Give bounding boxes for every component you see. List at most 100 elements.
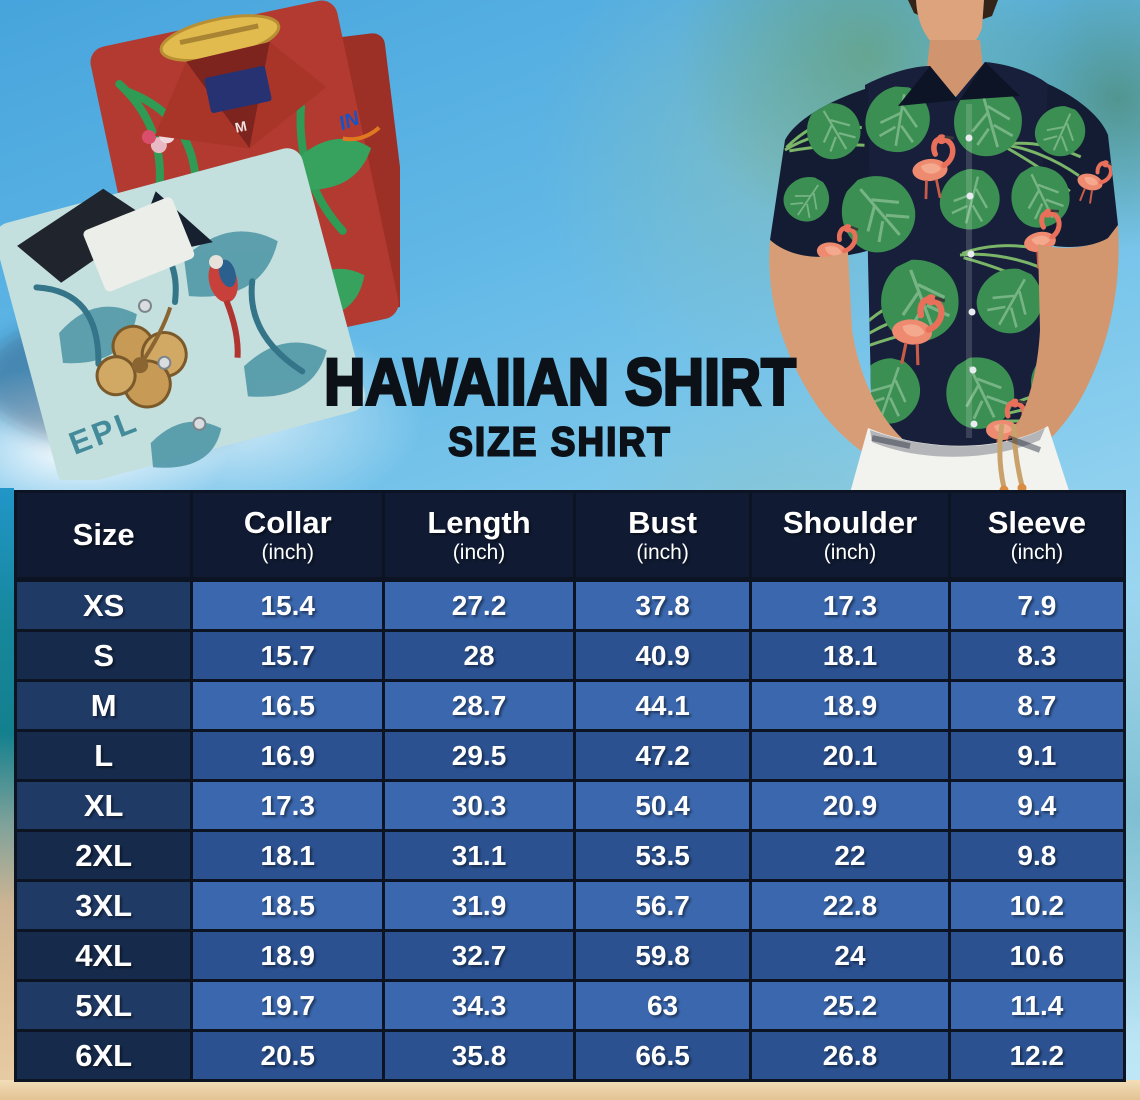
size-label: XS [13,577,194,633]
navy-neck-label [204,65,272,113]
red-shirt-lapel-left [154,61,250,149]
value-cell: 16.5 [190,679,386,733]
table-row-4xl: 4XL 18.9 32.7 59.8 24 10.6 [13,929,1127,983]
table-row-5xl: 5XL 19.7 34.3 63 25.2 11.4 [13,979,1127,1032]
shirt-buttons [965,134,978,428]
value-cell: 47.2 [572,729,753,783]
table-row-l: L 16.9 29.5 47.2 20.1 9.1 [13,729,1127,783]
size-label: 5XL [13,979,194,1032]
value-cell: 9.1 [947,729,1127,783]
value-cell: 18.1 [749,629,951,683]
value-cell: 40.9 [572,629,753,683]
value-cell: 63 [572,979,753,1032]
value-cell: 15.4 [190,577,386,633]
collar-right [960,62,1020,100]
value-cell: 10.6 [947,929,1127,983]
chest-pocket [83,197,195,292]
table-row-m: M 16.5 28.7 44.1 18.9 8.7 [13,679,1127,733]
value-cell: 28.7 [382,679,576,733]
value-cell: 16.9 [190,729,386,783]
pocket-opening-right [1006,435,1042,453]
col-header-sleeve: Sleeve (inch) [947,490,1127,582]
value-cell: 30.3 [382,779,576,833]
left-edge-beach-blur [0,488,14,1100]
value-cell: 8.7 [947,679,1127,733]
value-cell: 50.4 [572,779,753,833]
value-cell: 31.1 [382,829,576,883]
value-cell: 31.9 [382,879,576,933]
value-cell: 8.3 [947,629,1127,683]
value-cell: 27.2 [382,577,576,633]
value-cell: 20.1 [749,729,951,783]
value-cell: 56.7 [572,879,753,933]
size-label: 2XL [13,829,194,883]
title-block: HAWAIIAN SHIRT SIZE SHIRT [300,344,820,465]
value-cell: 35.8 [382,1029,576,1082]
table-row-xs: XS 15.4 27.2 37.8 17.3 7.9 [13,577,1127,633]
value-cell: 18.1 [190,829,386,883]
model-photo [769,0,1119,500]
size-label: S [13,629,194,683]
value-cell: 18.5 [190,879,386,933]
sand-strip [0,1080,1140,1100]
value-cell: 17.3 [749,577,951,633]
size-label: 4XL [13,929,194,983]
value-cell: 66.5 [572,1029,753,1082]
size-label: 6XL [13,1029,194,1082]
value-cell: 20.9 [749,779,951,833]
size-table: Size Collar (inch) Length (inch) Bust (i… [13,490,1127,1082]
size-label: L [13,729,194,783]
value-cell: 32.7 [382,929,576,983]
folded-shirts-photo: M IN [0,0,400,480]
col-header-length: Length (inch) [382,490,576,582]
tan-hibiscus-flower [95,306,188,409]
size-tag: M [233,118,248,136]
table-row-6xl: 6XL 20.5 35.8 66.5 26.8 12.2 [13,1029,1127,1082]
value-cell: 19.7 [190,979,386,1032]
table-row-xl: XL 17.3 30.3 50.4 20.9 9.4 [13,779,1127,833]
value-cell: 26.8 [749,1029,951,1082]
parrot-print [208,254,241,358]
col-header-bust: Bust (inch) [572,490,753,582]
value-cell: 17.3 [190,779,386,833]
white-pants [848,423,1072,500]
red-shirt-lapel-right [249,41,327,149]
value-cell: 18.9 [190,929,386,983]
col-header-size: Size [13,490,194,582]
col-header-shoulder: Shoulder (inch) [749,490,951,582]
value-cell: 9.8 [947,829,1127,883]
value-cell: 7.9 [947,577,1127,633]
size-label: 3XL [13,879,194,933]
value-cell: 24 [749,929,951,983]
model-left-arm [769,240,908,458]
table-row-s: S 15.7 28 40.9 18.1 8.3 [13,629,1127,683]
value-cell: 25.2 [749,979,951,1032]
collar-left [898,66,958,106]
value-cell: 28 [382,629,576,683]
model-right-arm [1010,225,1119,450]
value-cell: 44.1 [572,679,753,733]
drawstring [997,423,1025,489]
page-subtitle: SIZE SHIRT [447,418,672,465]
pocket-opening-left [871,435,911,449]
value-cell: 29.5 [382,729,576,783]
button-placket [966,104,972,438]
value-cell: 22.8 [749,879,951,933]
value-cell: 20.5 [190,1029,386,1082]
table-row-2xl: 2XL 18.1 31.1 53.5 22 9.8 [13,829,1127,883]
value-cell: 59.8 [572,929,753,983]
col-header-collar: Collar (inch) [190,490,386,582]
value-cell: 37.8 [572,577,753,633]
value-cell: 15.7 [190,629,386,683]
value-cell: 9.4 [947,779,1127,833]
size-label: XL [13,779,194,833]
value-cell: 34.3 [382,979,576,1032]
value-cell: 11.4 [947,979,1127,1032]
shirt-buttons [137,298,207,431]
header-row: Size Collar (inch) Length (inch) Bust (i… [13,490,1127,582]
page-title: HAWAIIAN SHIRT [323,344,797,421]
value-cell: 22 [749,829,951,883]
value-cell: 53.5 [572,829,753,883]
value-cell: 10.2 [947,879,1127,933]
